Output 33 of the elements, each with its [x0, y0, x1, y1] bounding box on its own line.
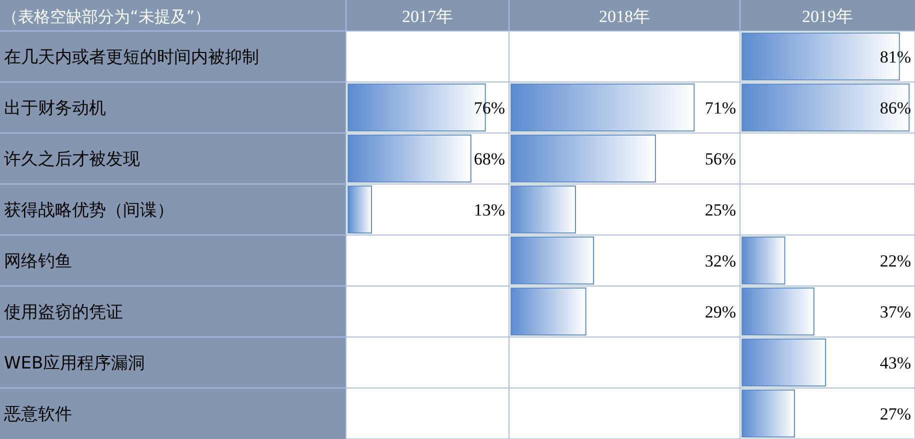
- bar: [510, 186, 576, 234]
- chart-title: 2019年: [802, 7, 853, 26]
- data-label: 13%: [474, 200, 505, 220]
- text: （表格空缺部分为“未提及”）: [2, 7, 211, 26]
- bar: [510, 288, 586, 336]
- y-tick-label: 网络钓鱼: [4, 252, 72, 272]
- data-label: 27%: [880, 404, 911, 424]
- chart-title: 2018年: [599, 7, 650, 26]
- y-tick-label: 获得战略优势（间谍）: [4, 200, 174, 220]
- bar: [742, 390, 795, 438]
- chart-title: 2017年: [402, 7, 453, 26]
- bar: [510, 84, 695, 132]
- bar: [510, 134, 656, 182]
- y-tick-label: 许久之后才被发现: [4, 150, 140, 170]
- data-label: 32%: [704, 252, 736, 270]
- bar: [742, 338, 826, 386]
- data-label: 71%: [704, 98, 736, 118]
- y-tick-label: 使用盗窃的凭证: [4, 302, 123, 322]
- y-tick-label: WEB应用程序漏洞: [4, 354, 146, 374]
- data-label: 68%: [474, 150, 505, 168]
- data-label: 22%: [880, 252, 911, 270]
- bar: [742, 84, 910, 132]
- bar: [742, 236, 786, 284]
- y-tick-label: 在几天内或者更短的时间内被抑制: [4, 48, 259, 68]
- bar: [510, 236, 594, 284]
- bar: [742, 288, 814, 336]
- data-label: 37%: [880, 302, 911, 322]
- y-tick-label: 恶意软件: [3, 404, 72, 424]
- data-label: 29%: [704, 302, 736, 322]
- data-label: 56%: [704, 150, 736, 168]
- y-tick-label: 出于财务动机: [4, 98, 106, 118]
- data-label: 25%: [704, 200, 736, 220]
- data-label: 43%: [880, 354, 911, 372]
